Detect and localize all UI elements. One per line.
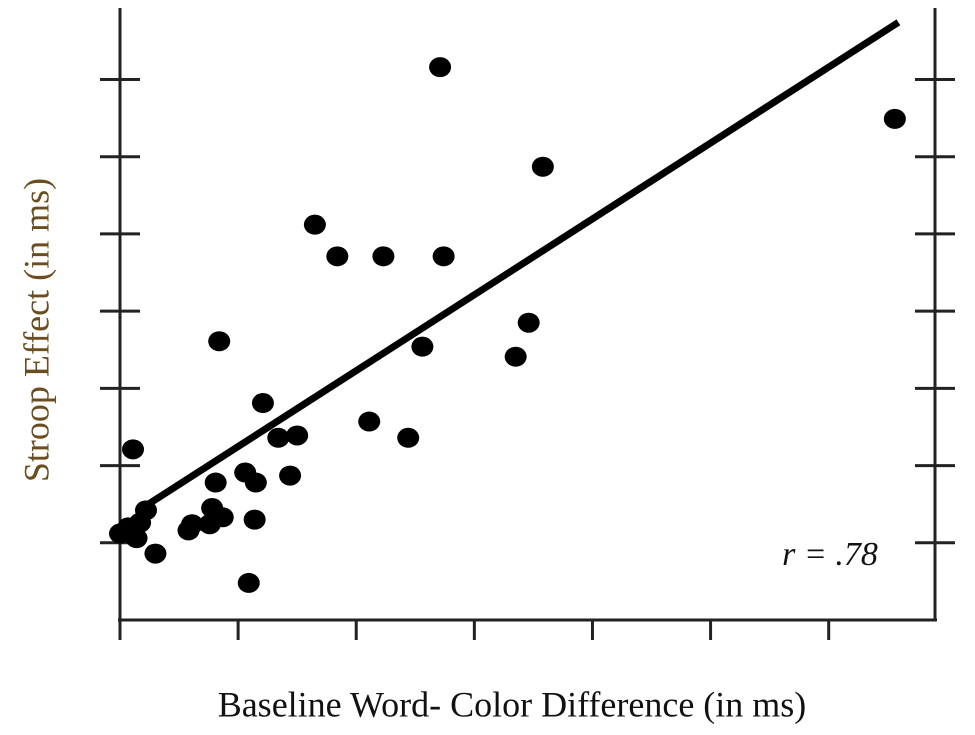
scatter-point bbox=[517, 312, 540, 333]
scatter-point bbox=[125, 528, 148, 549]
scatter-point bbox=[286, 425, 309, 446]
scatter-point bbox=[208, 331, 231, 352]
scatter-point bbox=[251, 393, 274, 414]
scatter-point bbox=[432, 246, 455, 267]
y-axis-label: Stroop Effect (in ms) bbox=[16, 178, 56, 482]
scatter-point bbox=[211, 507, 234, 528]
scatter-point bbox=[411, 336, 434, 357]
scatter-point bbox=[397, 427, 420, 448]
scatter-point bbox=[372, 246, 395, 267]
scatter-point bbox=[243, 509, 266, 530]
scatter-point bbox=[883, 108, 906, 129]
scatter-point bbox=[429, 57, 452, 78]
scatter-point bbox=[121, 439, 144, 460]
annotation: r = .78 bbox=[782, 536, 878, 573]
scatter-point bbox=[358, 411, 381, 432]
trend-line bbox=[144, 19, 901, 509]
scatter-point bbox=[144, 543, 167, 564]
scatter-point bbox=[504, 346, 527, 367]
scatter-point bbox=[531, 156, 554, 177]
scatter-point bbox=[244, 472, 267, 493]
scatter-point bbox=[237, 572, 260, 593]
scatter-point bbox=[326, 246, 349, 267]
scatter-point bbox=[303, 214, 326, 235]
x-axis-label: Baseline Word- Color Difference (in ms) bbox=[218, 684, 807, 724]
scatter-point bbox=[204, 472, 227, 493]
scatter-point bbox=[279, 465, 302, 486]
scatter-point bbox=[181, 514, 204, 535]
scatter-point bbox=[267, 427, 290, 448]
